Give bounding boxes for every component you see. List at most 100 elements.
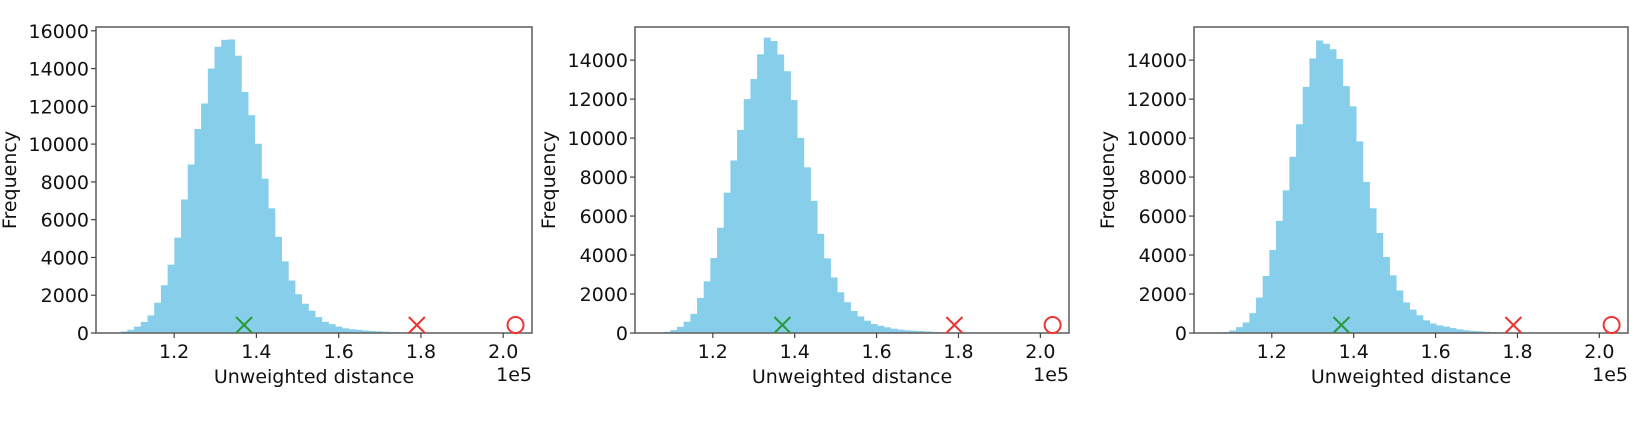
y-tick-label: 8000 (1139, 167, 1187, 189)
histogram-bar (1462, 330, 1470, 333)
histogram-bar (315, 317, 323, 333)
x-tick-label: 2.0 (488, 341, 518, 363)
x-tick-label: 1.8 (1502, 341, 1532, 363)
x-tick-label: 1.4 (241, 341, 271, 363)
histogram-bar (241, 91, 249, 333)
histogram-bar (355, 329, 363, 333)
histogram-bar (1469, 330, 1477, 333)
red-x-icon (945, 316, 964, 334)
x-tick-label: 1.2 (698, 341, 728, 363)
histogram-bar (1402, 302, 1410, 333)
red-x-icon (1504, 316, 1523, 334)
histogram-bar (917, 331, 925, 333)
histogram-bar (1249, 313, 1257, 333)
y-tick-label: 12000 (1127, 89, 1187, 111)
histogram-bar (254, 143, 262, 333)
histogram-bar (723, 192, 731, 333)
histogram-bar (777, 54, 785, 333)
x-tick-label: 1.6 (861, 341, 891, 363)
histogram-bar (1276, 220, 1284, 333)
x-tick-label: 1.2 (159, 341, 189, 363)
histogram-bar (817, 233, 825, 333)
x-offset-label: 1e5 (496, 364, 532, 386)
red-circle-icon (1602, 316, 1621, 334)
y-axis-label: Frequency (1097, 131, 1119, 229)
histogram-bar (1336, 58, 1344, 334)
histogram-bar (870, 324, 878, 333)
histogram-bar (697, 297, 705, 333)
y-tick-label: 16000 (29, 21, 89, 43)
histogram-bar (1436, 325, 1444, 333)
y-axis-ticks: 0 2000 4000 6000 8000 10000 12000 14000 (568, 50, 635, 345)
histogram-bar (335, 326, 343, 333)
histogram-bar (268, 208, 276, 333)
histogram-bar (810, 200, 818, 333)
histogram-bar (301, 303, 309, 333)
x-tick-label: 1.8 (943, 341, 973, 363)
histogram-bar (670, 330, 678, 333)
y-tick-label: 4000 (1139, 245, 1187, 267)
y-tick-label: 0 (77, 323, 89, 345)
red-x-icon (408, 316, 426, 334)
histogram-bar (1242, 322, 1250, 333)
histogram-bar (710, 257, 718, 333)
histogram-bar (757, 54, 765, 333)
histogram-bar (717, 227, 725, 333)
histogram-bar (160, 285, 169, 333)
x-tick-label: 1.4 (1339, 341, 1369, 363)
y-tick-label: 10000 (1127, 128, 1187, 150)
histogram-bar (863, 320, 871, 333)
histogram-bar (763, 37, 771, 333)
histogram-bar (194, 129, 202, 333)
histogram-bar (1289, 156, 1297, 333)
histogram-bar (328, 324, 336, 333)
histogram-bar (823, 258, 831, 333)
histogram-bar (703, 281, 711, 333)
histogram-bar (341, 328, 350, 333)
histogram-bar (783, 71, 791, 334)
histogram-bars (663, 37, 958, 334)
y-tick-label: 14000 (568, 50, 628, 72)
histogram-bar (790, 100, 798, 333)
histogram-bar (1442, 326, 1450, 333)
histogram-bar (837, 292, 845, 333)
y-tick-label: 12000 (568, 89, 628, 111)
histogram-bar (683, 321, 691, 333)
y-tick-label: 14000 (29, 59, 89, 81)
markers (235, 316, 525, 334)
y-tick-label: 8000 (41, 172, 89, 194)
axes-frame (1193, 26, 1629, 334)
histogram-bar (348, 329, 356, 333)
histogram-bar (281, 261, 289, 333)
axes-frame (95, 26, 533, 334)
histogram-bar (214, 46, 222, 333)
histogram-bar (677, 326, 685, 333)
x-offset-label: 1e5 (1592, 364, 1628, 386)
histogram-panel-1: 0 2000 4000 6000 8000 10000 12000 14000 16000 1.2… (0, 21, 533, 388)
histogram-bar (308, 310, 316, 333)
green-x-icon (773, 316, 792, 334)
y-tick-label: 2000 (41, 285, 89, 307)
y-tick-label: 12000 (29, 96, 89, 118)
x-tick-label: 1.2 (1257, 341, 1287, 363)
x-tick-label: 1.4 (780, 341, 810, 363)
histogram-bar (1476, 331, 1484, 333)
histogram-bar (1349, 106, 1357, 333)
histogram-bar (207, 68, 215, 333)
histogram-bar (375, 331, 383, 333)
histogram-bar (1322, 43, 1330, 333)
histogram-bar (1229, 330, 1237, 333)
histogram-bar (803, 167, 811, 333)
histogram-bar (1389, 275, 1397, 333)
histogram-bar (830, 277, 838, 333)
histogram-bar (248, 115, 256, 334)
histogram-bar (201, 103, 209, 333)
histogram-bar (1356, 141, 1364, 333)
histogram-bar (1342, 86, 1350, 333)
histogram-bar (1449, 328, 1457, 333)
y-axis-label: Frequency (0, 131, 21, 229)
histogram-bar (127, 329, 135, 333)
x-axis-ticks: 1.2 1.4 1.6 1.8 2.0 (698, 333, 1055, 363)
histogram-bar (368, 330, 376, 333)
